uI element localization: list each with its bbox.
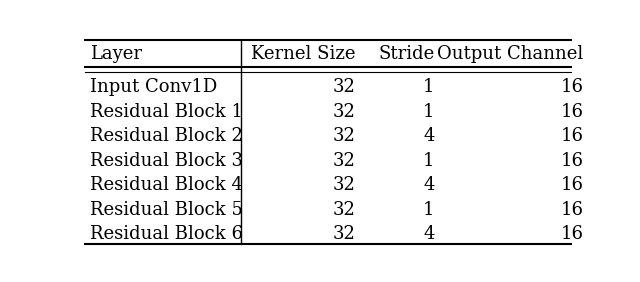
Text: 32: 32: [332, 103, 355, 120]
Text: 1: 1: [423, 103, 435, 120]
Text: 32: 32: [332, 127, 355, 145]
Text: Stride: Stride: [378, 45, 435, 63]
Text: 32: 32: [332, 226, 355, 243]
Text: 4: 4: [423, 226, 435, 243]
Text: 32: 32: [332, 152, 355, 170]
Text: Residual Block 2: Residual Block 2: [90, 127, 243, 145]
Text: 4: 4: [423, 127, 435, 145]
Text: 16: 16: [561, 152, 584, 170]
Text: 16: 16: [561, 127, 584, 145]
Text: Output Channel: Output Channel: [437, 45, 584, 63]
Text: 4: 4: [423, 176, 435, 194]
Text: 32: 32: [332, 176, 355, 194]
Text: 16: 16: [561, 103, 584, 120]
Text: 16: 16: [561, 226, 584, 243]
Text: Residual Block 3: Residual Block 3: [90, 152, 243, 170]
Text: 16: 16: [561, 201, 584, 219]
Text: Layer: Layer: [90, 45, 142, 63]
Text: 1: 1: [423, 201, 435, 219]
Text: Input Conv1D: Input Conv1D: [90, 78, 217, 96]
Text: 32: 32: [332, 78, 355, 96]
Text: 16: 16: [561, 78, 584, 96]
Text: Residual Block 6: Residual Block 6: [90, 226, 243, 243]
Text: Residual Block 1: Residual Block 1: [90, 103, 243, 120]
Text: 1: 1: [423, 152, 435, 170]
Text: 16: 16: [561, 176, 584, 194]
Text: Residual Block 5: Residual Block 5: [90, 201, 243, 219]
Text: 32: 32: [332, 201, 355, 219]
Text: Residual Block 4: Residual Block 4: [90, 176, 243, 194]
Text: 1: 1: [423, 78, 435, 96]
Text: Kernel Size: Kernel Size: [251, 45, 355, 63]
